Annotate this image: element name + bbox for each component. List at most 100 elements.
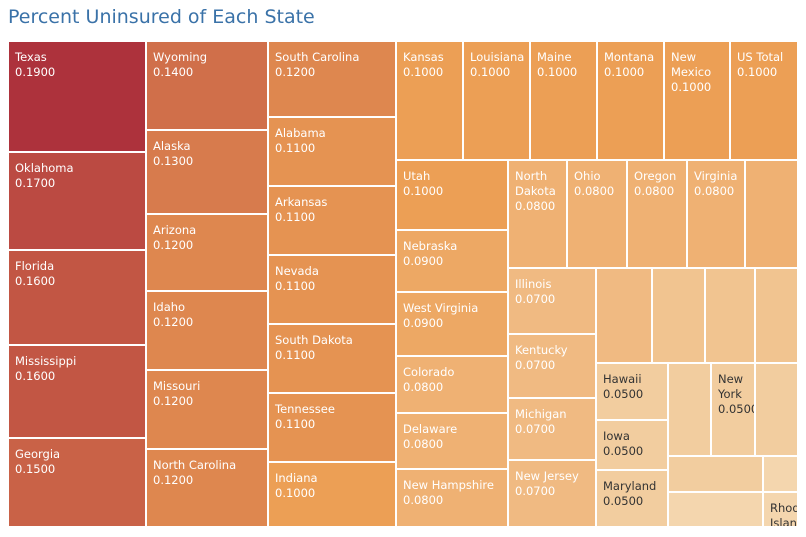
treemap-tile[interactable]: Maryland 0.0500 — [596, 470, 668, 527]
tile-state-name: Montana — [604, 50, 655, 64]
treemap-tile[interactable]: Missouri 0.1200 — [146, 370, 268, 449]
treemap-tile[interactable] — [596, 268, 652, 363]
tile-state-name: Idaho — [153, 300, 186, 314]
treemap-tile[interactable]: Nevada 0.1100 — [268, 255, 396, 324]
treemap-tile[interactable]: Maine 0.1000 — [530, 41, 597, 160]
treemap-tile[interactable]: North Dakota 0.0800 — [508, 160, 567, 268]
tile-value: 0.0700 — [515, 422, 556, 436]
treemap-tile[interactable]: Oregon 0.0800 — [627, 160, 687, 268]
treemap-tile[interactable]: Arkansas 0.1100 — [268, 186, 396, 255]
tile-label: Delaware 0.0800 — [403, 422, 457, 452]
treemap-tile[interactable]: Iowa 0.0500 — [596, 420, 668, 470]
tile-label: Maine 0.1000 — [537, 50, 577, 80]
tile-label: New Hampshire 0.0800 — [403, 478, 494, 508]
tile-label: Rhode Island — [770, 501, 797, 526]
tile-label: Alaska 0.1300 — [153, 139, 193, 169]
treemap-tile[interactable]: Arizona 0.1200 — [146, 214, 268, 291]
treemap-tile[interactable]: Utah 0.1000 — [396, 160, 508, 230]
treemap-tile[interactable]: New Mexico 0.1000 — [664, 41, 730, 160]
tile-label: Texas 0.1900 — [15, 50, 55, 80]
treemap-tile[interactable]: Kansas 0.1000 — [396, 41, 463, 160]
tile-state-name: Mississippi — [15, 354, 77, 368]
treemap-tile[interactable]: Florida 0.1600 — [8, 250, 146, 345]
treemap-tile[interactable]: Virginia 0.0800 — [687, 160, 745, 268]
tile-label: Maryland 0.0500 — [603, 479, 656, 509]
treemap-tile[interactable]: Michigan 0.0700 — [508, 398, 596, 460]
tile-value: 0.1000 — [403, 184, 444, 198]
treemap-tile[interactable]: Alabama 0.1100 — [268, 117, 396, 186]
treemap-tile[interactable]: New Jersey 0.0700 — [508, 460, 596, 527]
tile-state-name: New Jersey — [515, 469, 579, 483]
treemap-tile[interactable]: Indiana 0.1000 — [268, 462, 396, 527]
tile-value: 0.1100 — [275, 348, 316, 362]
tile-value: 0.0700 — [515, 484, 556, 498]
tile-value: 0.1200 — [153, 238, 194, 252]
treemap-tile[interactable]: Ohio 0.0800 — [567, 160, 627, 268]
treemap-tile[interactable]: Oklahoma 0.1700 — [8, 152, 146, 250]
tile-value: 0.1300 — [153, 154, 194, 168]
tile-value: 0.0500 — [718, 402, 755, 416]
tile-state-name: Nevada — [275, 264, 319, 278]
treemap-tile[interactable]: Idaho 0.1200 — [146, 291, 268, 370]
tile-state-name: Utah — [403, 169, 431, 183]
tile-label: Arkansas 0.1100 — [275, 195, 327, 225]
treemap-tile[interactable] — [705, 268, 755, 363]
treemap-tile[interactable]: US Total 0.1000 — [730, 41, 798, 160]
treemap-tile[interactable]: Nebraska 0.0900 — [396, 230, 508, 292]
treemap-tile[interactable]: Kentucky 0.0700 — [508, 334, 596, 398]
treemap-tile[interactable]: South Dakota 0.1100 — [268, 324, 396, 393]
tile-label: Oregon 0.0800 — [634, 169, 676, 199]
tile-label: Kentucky 0.0700 — [515, 343, 568, 373]
chart-title: Percent Uninsured of Each State — [8, 6, 315, 28]
treemap-tile[interactable]: Texas 0.1900 — [8, 41, 146, 152]
treemap-tile[interactable]: Alaska 0.1300 — [146, 130, 268, 214]
tile-state-name: Texas — [15, 50, 47, 64]
treemap-tile[interactable]: South Carolina 0.1200 — [268, 41, 396, 117]
tile-value: 0.0500 — [603, 387, 644, 401]
tile-value: 0.1600 — [15, 274, 56, 288]
tile-state-name: Maryland — [603, 479, 657, 493]
treemap-tile[interactable]: Delaware 0.0800 — [396, 413, 508, 469]
treemap-tile[interactable]: Louisiana 0.1000 — [463, 41, 530, 160]
treemap-tile[interactable]: Illinois 0.0700 — [508, 268, 596, 334]
tile-value: 0.0800 — [403, 380, 444, 394]
treemap-tile[interactable] — [763, 456, 798, 492]
tile-label: Virginia 0.0800 — [694, 169, 737, 199]
tile-value: 0.0800 — [574, 184, 615, 198]
treemap-tile[interactable]: North Carolina 0.1200 — [146, 449, 268, 527]
tile-state-name: Iowa — [603, 429, 630, 443]
tile-state-name: Oklahoma — [15, 161, 74, 175]
tile-state-name: North Carolina — [153, 458, 237, 472]
treemap-tile[interactable]: New York 0.0500 — [711, 363, 755, 456]
treemap-tile[interactable]: West Virginia 0.0900 — [396, 292, 508, 356]
tile-state-name: US Total — [737, 50, 784, 64]
treemap-tile[interactable] — [668, 492, 763, 527]
tile-value: 0.1500 — [15, 462, 56, 476]
tile-value: 0.1600 — [15, 369, 56, 383]
tile-value: 0.1000 — [737, 65, 778, 79]
treemap-tile[interactable]: Tennessee 0.1100 — [268, 393, 396, 462]
treemap-tile[interactable]: Hawaii 0.0500 — [596, 363, 668, 420]
treemap-tile[interactable]: Mississippi 0.1600 — [8, 345, 146, 438]
tile-state-name: Louisiana — [470, 50, 525, 64]
tile-state-name: Arizona — [153, 223, 197, 237]
treemap-tile[interactable] — [652, 268, 705, 363]
treemap-tile[interactable]: Rhode Island — [763, 492, 798, 527]
treemap-tile[interactable] — [668, 456, 763, 492]
treemap-tile[interactable]: Montana 0.1000 — [597, 41, 664, 160]
tile-label: Illinois 0.0700 — [515, 277, 555, 307]
treemap-tile[interactable] — [755, 363, 798, 456]
treemap-tile[interactable]: Georgia 0.1500 — [8, 438, 146, 527]
tile-label: West Virginia 0.0900 — [403, 301, 478, 331]
treemap-tile[interactable] — [755, 268, 798, 363]
tile-value: 0.1100 — [275, 279, 316, 293]
treemap-tile[interactable]: Wyoming 0.1400 — [146, 41, 268, 130]
treemap-tile[interactable] — [668, 363, 711, 456]
tile-value: 0.0700 — [515, 358, 556, 372]
tile-value: 0.0900 — [403, 316, 444, 330]
treemap-tile[interactable]: Colorado 0.0800 — [396, 356, 508, 413]
tile-value: 0.0800 — [403, 493, 444, 507]
treemap-tile[interactable] — [745, 160, 798, 268]
treemap-tile[interactable]: New Hampshire 0.0800 — [396, 469, 508, 527]
tile-label: Ohio 0.0800 — [574, 169, 614, 199]
